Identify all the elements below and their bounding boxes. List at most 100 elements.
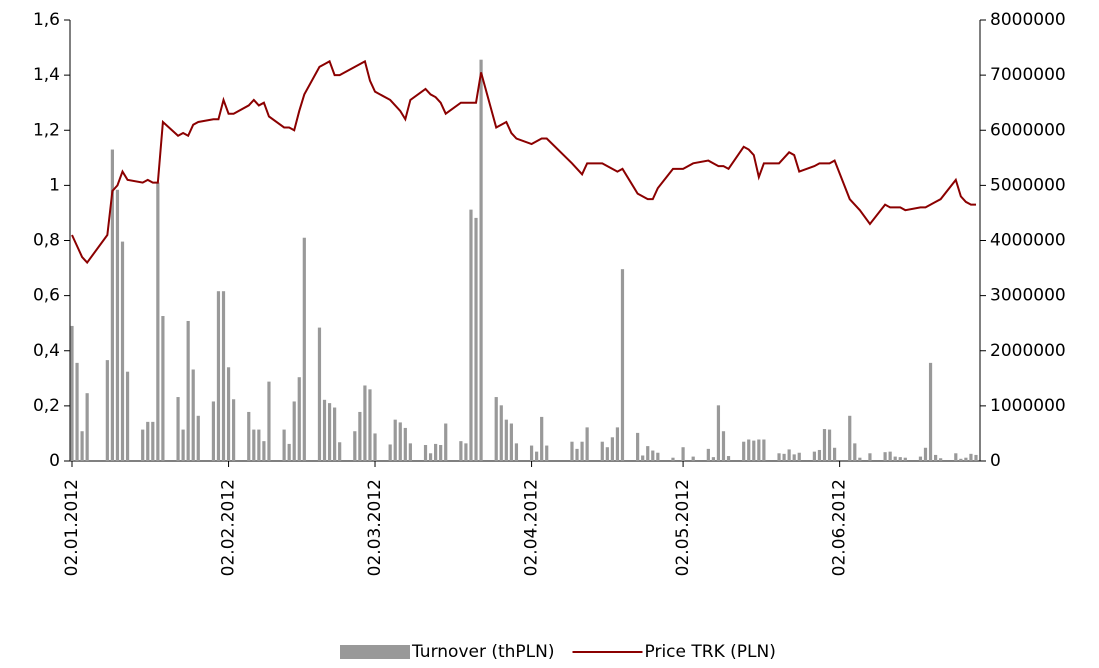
bar (176, 397, 180, 461)
bar (161, 316, 165, 461)
bar (499, 405, 503, 461)
bar (368, 389, 372, 461)
bar (964, 457, 968, 461)
bar (151, 421, 155, 461)
bar (812, 451, 816, 461)
bar (363, 385, 367, 461)
bar (893, 456, 897, 461)
bar (605, 447, 609, 461)
bar (570, 441, 574, 461)
bar (883, 452, 887, 461)
bar (656, 452, 660, 461)
bar (898, 457, 902, 461)
bar (262, 441, 266, 461)
y-tick-label: 0,6 (33, 286, 60, 306)
bar (388, 444, 392, 461)
bar (888, 451, 892, 461)
bar (120, 241, 125, 461)
y-tick-label: 0 (49, 451, 60, 471)
bar (322, 399, 327, 461)
bar (141, 429, 145, 461)
bar (615, 427, 620, 461)
bar (333, 407, 337, 461)
bar (610, 437, 614, 461)
bar (742, 441, 746, 461)
bar (509, 423, 513, 461)
bar (327, 403, 332, 461)
bar (711, 457, 715, 461)
bar (373, 433, 377, 461)
y-tick-label: 0,8 (33, 231, 60, 251)
bar (494, 397, 498, 461)
bar (651, 450, 655, 461)
bar (535, 451, 539, 461)
bar (216, 291, 221, 461)
bar (181, 429, 185, 461)
bar (439, 445, 443, 461)
bar (125, 371, 130, 461)
bar (358, 411, 362, 461)
bar (827, 429, 832, 461)
bar (782, 453, 786, 461)
y2-tick-label: 5000000 (990, 175, 1066, 195)
bar (338, 442, 342, 461)
bar (903, 457, 907, 461)
bar (247, 411, 251, 461)
bar (302, 237, 306, 461)
bar (853, 443, 857, 461)
bar (191, 369, 195, 461)
bar (444, 423, 448, 461)
y2-tick-label: 2000000 (990, 341, 1066, 361)
bar (464, 443, 468, 461)
bar (232, 399, 236, 461)
bar (817, 449, 822, 461)
bar (600, 441, 604, 461)
bar (868, 453, 872, 461)
bar (923, 447, 928, 461)
bar (671, 457, 675, 461)
x-tick-label: 02.02.2012 (219, 479, 239, 576)
legend-label: Turnover (thPLN) (411, 642, 555, 662)
bar (752, 440, 756, 461)
bar (282, 429, 286, 461)
legend-swatch (340, 645, 410, 659)
x-tick-label: 02.04.2012 (522, 479, 542, 576)
x-tick-label: 02.05.2012 (673, 479, 693, 576)
bar (726, 456, 731, 461)
bar (974, 454, 978, 461)
bar (186, 320, 190, 461)
y2-tick-label: 8000000 (990, 10, 1066, 30)
bar (408, 443, 412, 461)
y2-tick-label: 1000000 (990, 396, 1066, 416)
bar (257, 429, 261, 461)
bar (928, 362, 933, 461)
bar (110, 149, 115, 461)
bar (822, 429, 827, 461)
bar (474, 217, 478, 461)
bar (691, 456, 695, 461)
y2-tick-label: 4000000 (990, 231, 1066, 251)
x-tick-label: 02.06.2012 (830, 479, 850, 576)
bar (646, 446, 650, 461)
bar (221, 291, 226, 461)
bar (939, 458, 943, 461)
bar (292, 401, 296, 461)
bar (585, 427, 589, 461)
bar (211, 401, 216, 461)
y-tick-label: 0,4 (33, 341, 60, 361)
bar (287, 443, 291, 461)
bar (393, 419, 397, 461)
y-tick-label: 0,2 (33, 396, 60, 416)
bar (105, 360, 109, 461)
bar (545, 445, 549, 461)
bar (297, 377, 301, 461)
bar (196, 415, 200, 461)
bar (721, 431, 726, 461)
bar (580, 441, 584, 461)
y2-tick-label: 7000000 (990, 65, 1066, 85)
bar (832, 447, 837, 461)
x-tick-label: 02.03.2012 (365, 479, 385, 576)
x-tick-label: 02.01.2012 (62, 479, 82, 576)
bar (529, 445, 534, 461)
